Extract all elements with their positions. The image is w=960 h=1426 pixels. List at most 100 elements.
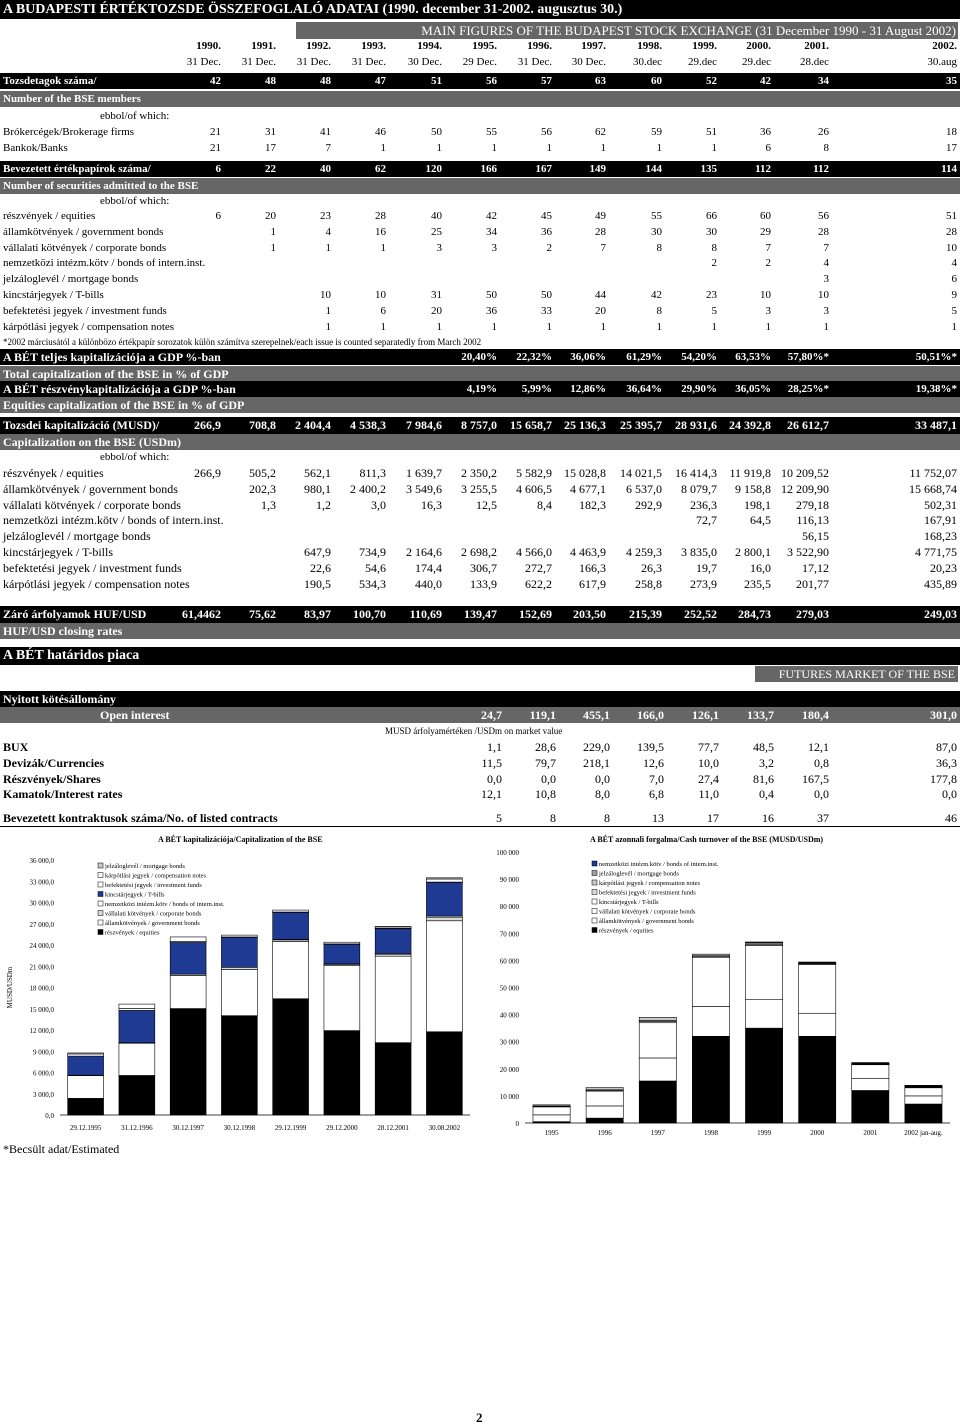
value-cell: 63,53% (735, 351, 771, 363)
cap-bar: Tozsdei kapitalizáció (MUSD)/ (0, 417, 960, 434)
value-cell: 56 (486, 75, 497, 87)
bar-segment (745, 999, 783, 1029)
value-cell: 22,6 (310, 561, 331, 575)
value-cell: 139,5 (637, 740, 664, 754)
bar-segment (692, 1035, 730, 1124)
legend-label: vállalati kötvények / corporate bonds (105, 911, 202, 918)
row-label: jelzáloglevél / mortgage bonds (3, 529, 151, 543)
cap-ebbol: ebbol/of which: (100, 451, 170, 463)
y-tick-label: 100 000 (496, 849, 519, 857)
bar-segment (67, 1055, 104, 1076)
bar-segment (692, 1006, 730, 1037)
value-cell: 2 350,2 (461, 466, 497, 480)
value-cell: 57,80%* (787, 351, 829, 363)
value-cell: 51 (706, 126, 717, 138)
value-cell: 202,3 (249, 482, 276, 496)
value-cell: 120 (425, 163, 443, 175)
value-cell: 12,6 (643, 756, 664, 770)
value-cell: 3,0 (371, 498, 386, 512)
value-cell: 6 (951, 273, 958, 285)
value-cell: 11 919,8 (729, 466, 771, 480)
legend-label: kárpótlási jegyek / compensation notes (599, 880, 701, 887)
value-cell: 36 (760, 126, 771, 138)
legend-label: vállalati kötvények / corporate bonds (599, 909, 696, 916)
value-cell: 36 (486, 305, 497, 317)
legend-swatch (97, 929, 104, 935)
legend-label: államkötvények / government bonds (599, 918, 694, 925)
value-cell: 66 (706, 210, 717, 222)
value-cell: 4 (325, 226, 332, 238)
row-label: kárpótlási jegyek / compensation notes (3, 577, 190, 591)
value-cell: 1 (546, 321, 553, 333)
value-cell: 144 (645, 163, 663, 175)
value-cell: 266,9 (194, 418, 221, 432)
value-cell: 33 487,1 (915, 418, 957, 432)
value-cell: 2 800,1 (735, 545, 771, 559)
value-cell: 1 (325, 321, 332, 333)
value-cell: 2 (765, 257, 772, 269)
bar-segment (426, 878, 463, 883)
value-cell: 139,47 (464, 607, 497, 621)
y-tick-label: 50 000 (500, 985, 520, 993)
value-cell: 51 (431, 75, 442, 87)
value-cell: 1,2 (316, 498, 331, 512)
value-cell: 64,5 (750, 513, 771, 527)
bar-segment (532, 1114, 571, 1122)
value-cell: 284,73 (738, 607, 771, 621)
capitalization-chart: A BÉT kapitalizációja/Capitalization of … (6, 834, 470, 1132)
value-cell: 42 (760, 75, 771, 87)
x-tick-label: 29.12.2000 (326, 1124, 358, 1132)
value-cell: 114 (941, 163, 957, 175)
bar-segment (323, 941, 361, 945)
y-tick-label: 36 000,0 (30, 857, 55, 865)
value-cell: 41 (320, 126, 331, 138)
row-label: vállalati kötvények / corporate bonds (3, 498, 181, 512)
value-cell: 40 (431, 210, 442, 222)
fx-sub-label: HUF/USD closing rates (0, 623, 960, 639)
value-cell: 15 028,8 (564, 466, 606, 480)
value-cell: 168,23 (924, 529, 957, 543)
value-cell: 42 (210, 75, 221, 87)
value-cell: 79,7 (535, 756, 556, 770)
value-cell: 166,0 (637, 708, 664, 722)
securities-sub-label: Number of securities admitted to the BSE (0, 178, 960, 194)
bar-segment (118, 1075, 156, 1116)
value-cell: 10 (818, 289, 829, 301)
y-tick-label: 80 000 (500, 903, 520, 911)
legend-swatch (591, 860, 598, 867)
cap-gdp-sub-label: Total capitalization of the BSE in % of … (0, 366, 960, 382)
x-tick-label: 29.12.1995 (70, 1124, 102, 1132)
value-cell: 33 (541, 305, 552, 317)
value-cell: 30 (651, 226, 662, 238)
value-cell: 279,18 (796, 498, 829, 512)
legend-swatch (97, 900, 104, 907)
value-cell: 18 (946, 126, 957, 138)
x-tick-label: 2002 jan-aug. (904, 1129, 943, 1137)
bar-segment (221, 1015, 258, 1116)
value-cell: 83,97 (304, 607, 331, 621)
value-cell: 8 079,7 (681, 482, 717, 496)
value-cell: 31 (265, 126, 276, 138)
value-cell: 28,6 (535, 740, 556, 754)
value-cell: 617,9 (579, 577, 606, 591)
value-cell: 440,0 (415, 577, 442, 591)
value-cell: 62 (375, 163, 386, 175)
value-cell: 20,40% (461, 351, 497, 363)
legend-swatch (591, 889, 598, 895)
cap-gdp-bar: A BÉT teljes kapitalizációja a GDP %-ban (0, 349, 960, 365)
value-cell: 25 395,7 (620, 418, 662, 432)
legend-label: részvények / equities (105, 930, 160, 937)
x-tick-label: 30.12.1998 (224, 1124, 256, 1132)
value-cell: 1 (380, 321, 387, 333)
value-cell: 6 (215, 210, 222, 222)
date-header-cell: 29 Dec. (462, 56, 497, 68)
bar-segment (585, 1117, 624, 1124)
year-header-cell: 1997. (581, 40, 606, 52)
value-cell: 28 (946, 226, 957, 238)
value-cell: 55 (486, 126, 497, 138)
value-cell: 4 566,0 (516, 545, 552, 559)
legend-label: nemzetközi intézm.kötv / bonds of intern… (599, 861, 719, 868)
value-cell: 1 (546, 142, 553, 154)
value-cell: 37 (817, 811, 829, 825)
value-cell: 19,7 (696, 561, 717, 575)
